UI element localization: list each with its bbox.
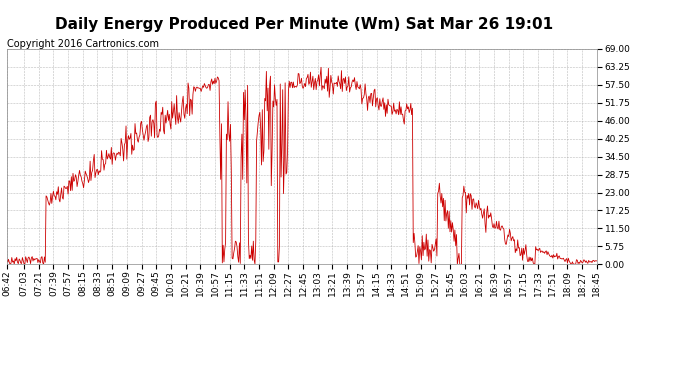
Text: Power Produced  (watts/minute): Power Produced (watts/minute): [402, 32, 605, 42]
Text: Copyright 2016 Cartronics.com: Copyright 2016 Cartronics.com: [7, 39, 159, 50]
Text: Daily Energy Produced Per Minute (Wm) Sat Mar 26 19:01: Daily Energy Produced Per Minute (Wm) Sa…: [55, 17, 553, 32]
